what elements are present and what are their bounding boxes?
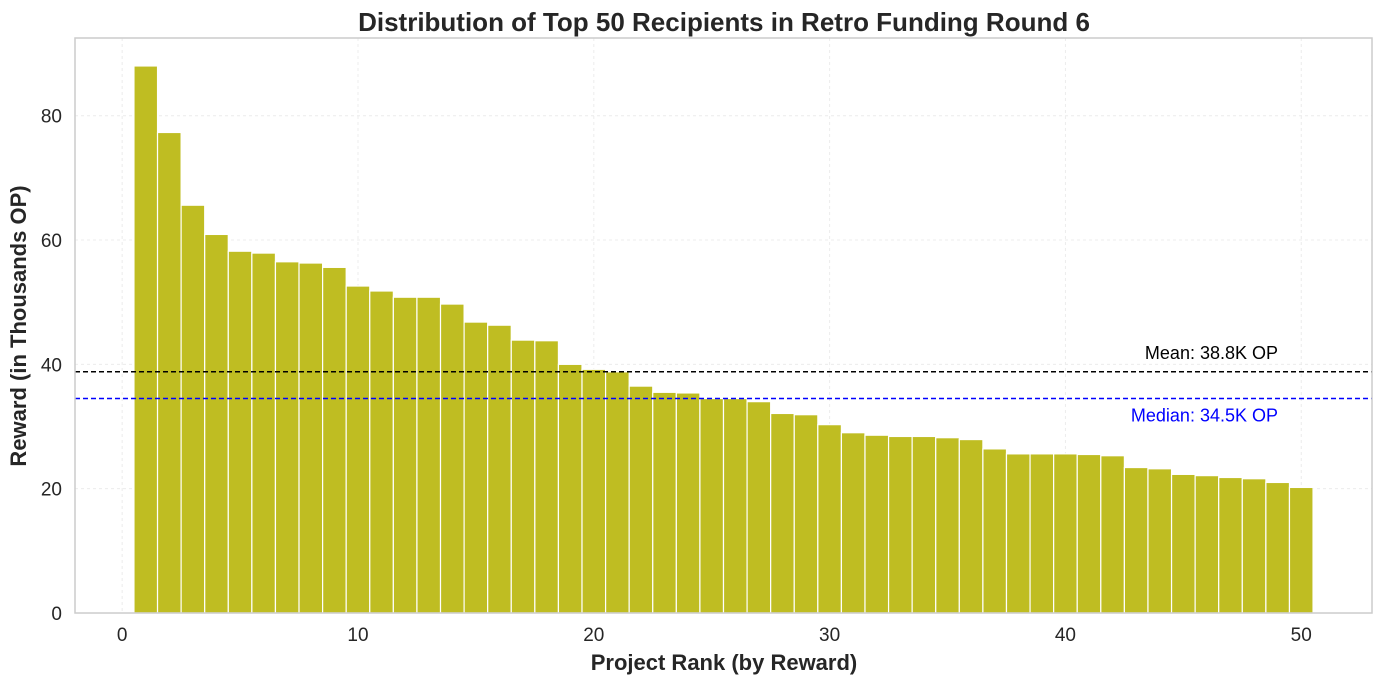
bar (1170, 473, 1196, 614)
y-tick-label: 40 (41, 355, 62, 376)
bar (887, 435, 913, 614)
bar (628, 385, 654, 614)
bar (1076, 453, 1102, 614)
bar (534, 340, 560, 614)
y-tick-labels: 0 20 40 60 80 (41, 107, 62, 625)
x-tick-label: 30 (819, 625, 840, 646)
x-axis-label: Project Rank (by Reward) (591, 650, 858, 675)
bar (1005, 453, 1031, 614)
reference-lines: Mean: 38.8K OP Median: 34.5K OP (75, 343, 1372, 426)
bar (935, 437, 960, 614)
bar (274, 261, 300, 614)
bar (322, 266, 347, 614)
mean-label: Mean: 38.8K OP (1145, 343, 1278, 363)
bar (652, 391, 677, 614)
bar (180, 204, 206, 614)
bar (204, 233, 229, 614)
bar (722, 397, 748, 614)
y-tick-label: 80 (41, 107, 62, 128)
bar (510, 339, 536, 614)
bar (369, 290, 394, 614)
bar (604, 371, 630, 614)
y-axis-label: Reward (in Thousands OP) (6, 185, 31, 466)
bar (864, 434, 890, 614)
bar (793, 414, 819, 614)
bar (439, 303, 465, 614)
bar (1029, 453, 1055, 614)
bar (298, 262, 324, 614)
y-tick-label: 20 (41, 480, 62, 501)
plot-frame (74, 37, 1373, 614)
bar (1053, 453, 1078, 614)
bar (1265, 481, 1291, 614)
bar (581, 368, 607, 614)
bar (817, 424, 843, 614)
bar (675, 392, 701, 614)
bar (1218, 476, 1243, 614)
bar (1194, 475, 1220, 614)
x-tick-label: 40 (1055, 625, 1076, 646)
x-tick-label: 20 (583, 625, 604, 646)
bar (227, 250, 253, 614)
x-tick-label: 50 (1291, 625, 1312, 646)
bar (982, 448, 1008, 614)
bar (251, 252, 277, 614)
y-tick-label: 0 (51, 604, 62, 625)
bar (911, 435, 937, 614)
bar (1100, 455, 1125, 614)
bar (770, 412, 795, 614)
y-tick-label: 60 (41, 231, 62, 252)
bar (746, 401, 772, 614)
x-tick-label: 10 (347, 625, 368, 646)
chart-title: Distribution of Top 50 Recipients in Ret… (358, 7, 1090, 37)
x-tick-label: 0 (117, 625, 128, 646)
x-tick-labels: 0 10 20 30 40 50 (117, 625, 1312, 646)
bar (416, 296, 442, 614)
bar (133, 65, 159, 614)
bar (699, 397, 725, 614)
bar (463, 321, 489, 614)
bar (345, 285, 371, 614)
bar (840, 432, 866, 614)
median-label: Median: 34.5K OP (1131, 406, 1278, 426)
bar (1288, 486, 1314, 614)
bar (156, 131, 182, 614)
bar (1123, 466, 1149, 614)
bar (958, 438, 984, 614)
bar (1241, 478, 1267, 614)
bar (1147, 468, 1173, 614)
bar (487, 324, 512, 614)
bar (392, 296, 418, 614)
bar (557, 363, 583, 614)
